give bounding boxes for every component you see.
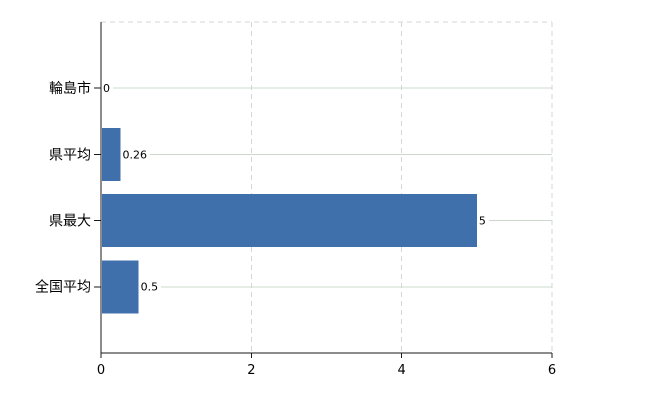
value-label: 0.26 — [123, 148, 148, 161]
bar — [102, 127, 121, 181]
bar — [102, 194, 477, 248]
category-label: 県最大 — [49, 214, 91, 230]
x-tick-label: 4 — [398, 363, 406, 378]
x-tick-label: 0 — [97, 363, 105, 378]
x-tick-label: 2 — [247, 363, 255, 378]
category-label: 輪島市 — [49, 80, 91, 97]
bar — [102, 260, 139, 314]
category-label: 全国平均 — [35, 279, 91, 296]
value-label: 5 — [479, 214, 486, 227]
category-label: 県平均 — [49, 147, 91, 163]
value-label: 0.5 — [141, 281, 159, 294]
x-tick-label: 6 — [548, 363, 556, 378]
value-label: 0 — [103, 82, 110, 95]
